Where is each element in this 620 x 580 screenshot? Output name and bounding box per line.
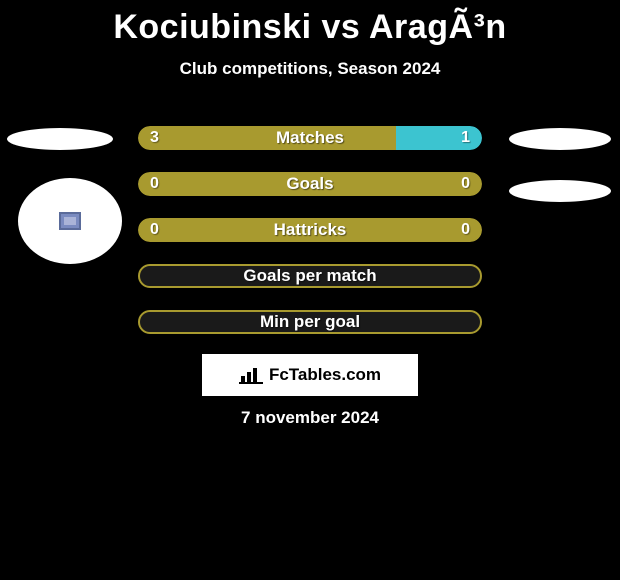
player-right-flag-placeholder — [509, 128, 611, 150]
snapshot-date: 7 november 2024 — [0, 408, 620, 428]
site-logo-text: FcTables.com — [269, 365, 381, 385]
stat-value-right: 0 — [461, 172, 470, 196]
player-left-flag-placeholder — [7, 128, 113, 150]
bar-chart-icon — [239, 366, 263, 384]
stat-value-left: 3 — [150, 126, 159, 150]
comparison-title: Kociubinski vs AragÃ³n — [0, 0, 620, 47]
stat-value-right: 1 — [461, 126, 470, 150]
stat-row: Min per goal — [138, 310, 482, 334]
stat-value-left: 0 — [150, 218, 159, 242]
stat-value-left: 0 — [150, 172, 159, 196]
player-left-club-badge — [18, 178, 122, 264]
club-crest-icon — [59, 212, 81, 230]
stat-row: Hattricks0 0 — [138, 218, 482, 242]
site-logo: FcTables.com — [202, 354, 418, 396]
stat-label: Goals — [138, 172, 482, 196]
stat-value-right: 0 — [461, 218, 470, 242]
stat-label: Goals per match — [140, 266, 480, 286]
player-right-club-placeholder — [509, 180, 611, 202]
stat-label: Min per goal — [140, 312, 480, 332]
comparison-subtitle: Club competitions, Season 2024 — [0, 59, 620, 79]
stat-row: Goals per match — [138, 264, 482, 288]
stat-label: Matches — [138, 126, 482, 150]
stat-row: Goals0 0 — [138, 172, 482, 196]
stats-bars: Matches31Goals00Hattricks00Goals per mat… — [138, 126, 482, 356]
stat-row: Matches3 1 — [138, 126, 482, 150]
stat-label: Hattricks — [138, 218, 482, 242]
